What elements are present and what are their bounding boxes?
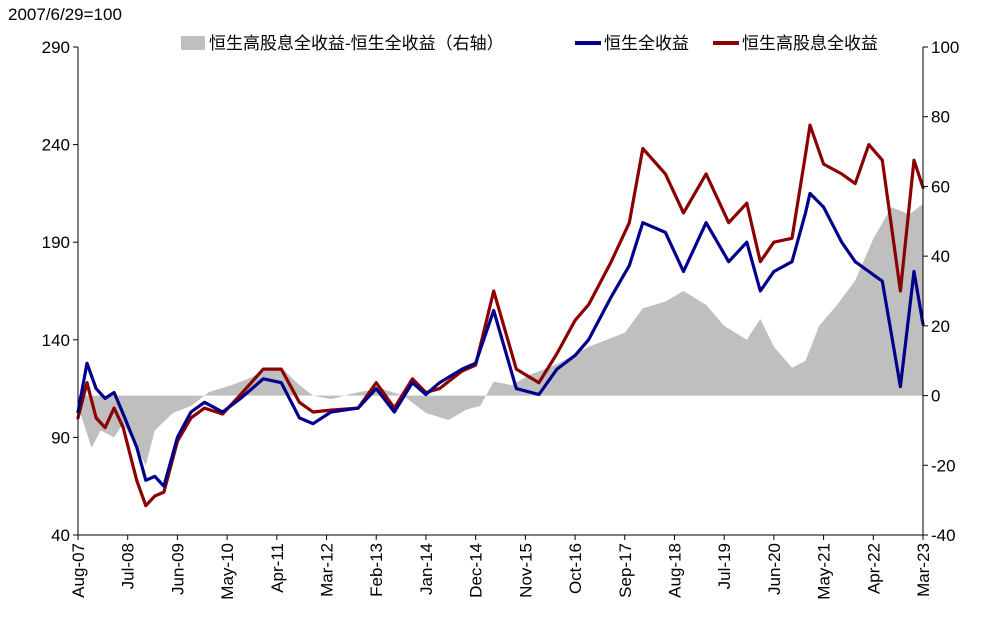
x-tick-label: Jul-19 [715,543,734,589]
x-tick-label: Jan-14 [417,543,436,595]
legend-label-spread: 恒生高股息全收益-恒生全收益（右轴） [209,34,504,53]
x-tick-label: Apr-11 [268,543,287,593]
area-layer [78,203,923,466]
x-tick-label: Feb-13 [367,543,386,597]
x-tick-label: Jun-09 [168,543,187,595]
x-tick-label: Jun-20 [765,543,784,595]
x-tick-label: Apr-22 [864,543,883,594]
series-line-hs [76,191,925,488]
left-tick-label: 90 [51,428,70,447]
right-tick-label: 60 [931,177,950,196]
x-tick-label: Mar-23 [914,543,933,597]
line-layer [76,123,925,508]
x-tick-label: Dec-14 [467,543,486,598]
x-tick-label: Aug-18 [665,543,684,598]
right-tick-label: -40 [931,526,956,545]
x-tick-label: Jul-08 [119,543,138,589]
right-axis-ticks: -40 -20 0 20 40 60 80 100 [923,38,959,545]
legend-swatch-spread [181,36,205,50]
right-tick-label: 0 [931,387,940,406]
left-tick-label: 290 [42,38,70,57]
series-line-hshd [76,123,925,508]
base-label: 2007/6/29=100 [8,5,122,24]
legend-label-hshd: 恒生高股息全收益 [742,34,878,53]
right-tick-label: 40 [931,247,950,266]
right-tick-label: 20 [931,317,950,336]
x-tick-label: May-21 [815,543,834,600]
x-tick-label: Sep-17 [616,543,635,598]
x-tick-label: May-10 [218,543,237,600]
left-axis-ticks: 40 90 140 190 240 290 [42,38,78,545]
x-tick-label: Mar-12 [318,543,337,597]
series-area-spread [78,203,923,466]
left-tick-label: 140 [42,331,70,350]
right-tick-label: -20 [931,456,956,475]
right-tick-label: 100 [931,38,959,57]
left-tick-label: 40 [51,526,70,545]
x-tick-label: Nov-15 [516,543,535,598]
x-tick-label: Oct-16 [566,543,585,594]
legend-label-hs: 恒生全收益 [604,34,689,53]
legend: 恒生高股息全收益-恒生全收益（右轴） 恒生全收益 恒生高股息全收益 [181,34,878,53]
left-tick-label: 240 [42,136,70,155]
right-tick-label: 80 [931,108,950,127]
x-axis-ticks: Aug-07 Jul-08 Jun-09 May-10 Apr-11 Mar-12 Feb-… [69,535,933,600]
x-tick-label: Aug-07 [69,543,88,598]
left-tick-label: 190 [42,233,70,252]
